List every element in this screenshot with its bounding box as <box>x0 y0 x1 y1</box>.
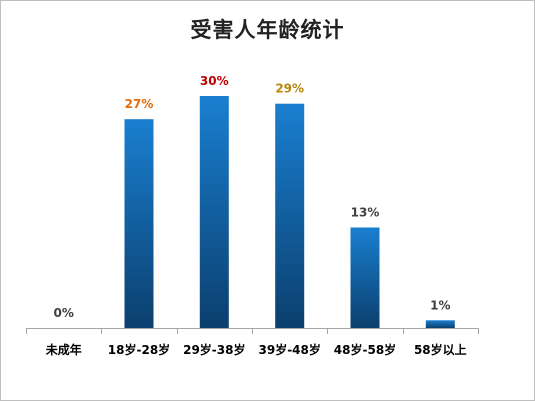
x-tick-label: 未成年 <box>45 342 82 357</box>
data-labels: 0% 27% 30% 29% 13% 1% <box>54 74 451 320</box>
x-tick-label: 18岁-28岁 <box>108 342 170 357</box>
bar <box>199 96 229 328</box>
bars <box>124 96 455 328</box>
data-label: 30% <box>200 74 229 88</box>
bar <box>350 227 380 328</box>
x-tick-label: 48岁-58岁 <box>334 342 396 357</box>
data-label: 29% <box>275 82 304 96</box>
category-labels: 未成年 18岁-28岁 29岁-38岁 39岁-48岁 48岁-58岁 58岁以上 <box>45 342 467 357</box>
data-label: 1% <box>430 298 450 312</box>
bar <box>275 103 305 328</box>
bar <box>425 320 455 328</box>
x-tick-label: 39岁-48岁 <box>259 342 321 357</box>
data-label: 0% <box>54 306 74 320</box>
chart-title: 受害人年龄统计 <box>190 17 345 42</box>
data-label: 13% <box>351 206 380 220</box>
x-axis-ticks <box>26 328 479 334</box>
x-tick-label: 58岁以上 <box>414 342 467 357</box>
x-tick-label: 29岁-38岁 <box>183 342 245 357</box>
data-label: 27% <box>125 97 154 111</box>
bar <box>124 119 154 328</box>
